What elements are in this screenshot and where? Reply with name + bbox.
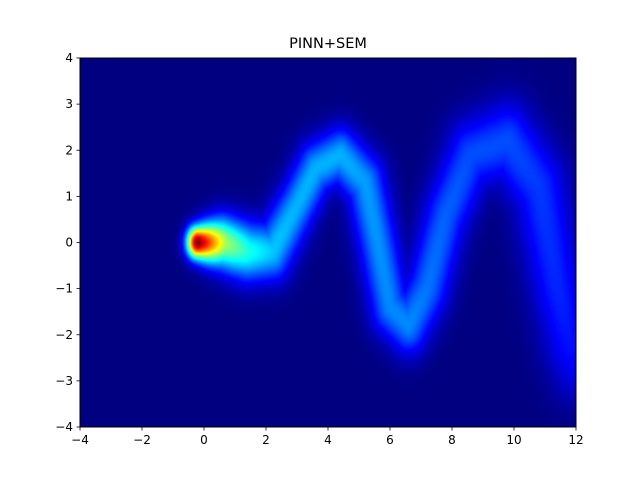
chart-title: PINN+SEM	[289, 36, 367, 52]
x-tick-label: 8	[448, 433, 456, 447]
y-tick-label: 4	[65, 51, 73, 65]
x-tick-label: 2	[262, 433, 270, 447]
x-tick-label: −2	[133, 433, 151, 447]
y-tick-label: −2	[55, 328, 73, 342]
x-tick-label: 0	[200, 433, 208, 447]
heatmap-area	[80, 58, 576, 427]
x-tick-label: 4	[324, 433, 332, 447]
y-tick-label: 2	[65, 143, 73, 157]
y-tick-label: 0	[65, 236, 73, 250]
x-tick-label: 12	[568, 433, 583, 447]
x-tick-label: −4	[71, 433, 89, 447]
y-tick-label: 3	[65, 97, 73, 111]
y-axis: −4 −3 −2 −1 0 1 2 3 4	[55, 51, 80, 434]
y-tick-label: −1	[55, 282, 73, 296]
x-axis: −4 −2 0 2 4 6 8 10 12	[71, 427, 584, 447]
x-tick-label: 6	[386, 433, 394, 447]
y-tick-label: −4	[55, 420, 73, 434]
y-tick-label: −3	[55, 374, 73, 388]
y-tick-label: 1	[65, 189, 73, 203]
x-tick-label: 10	[506, 433, 521, 447]
